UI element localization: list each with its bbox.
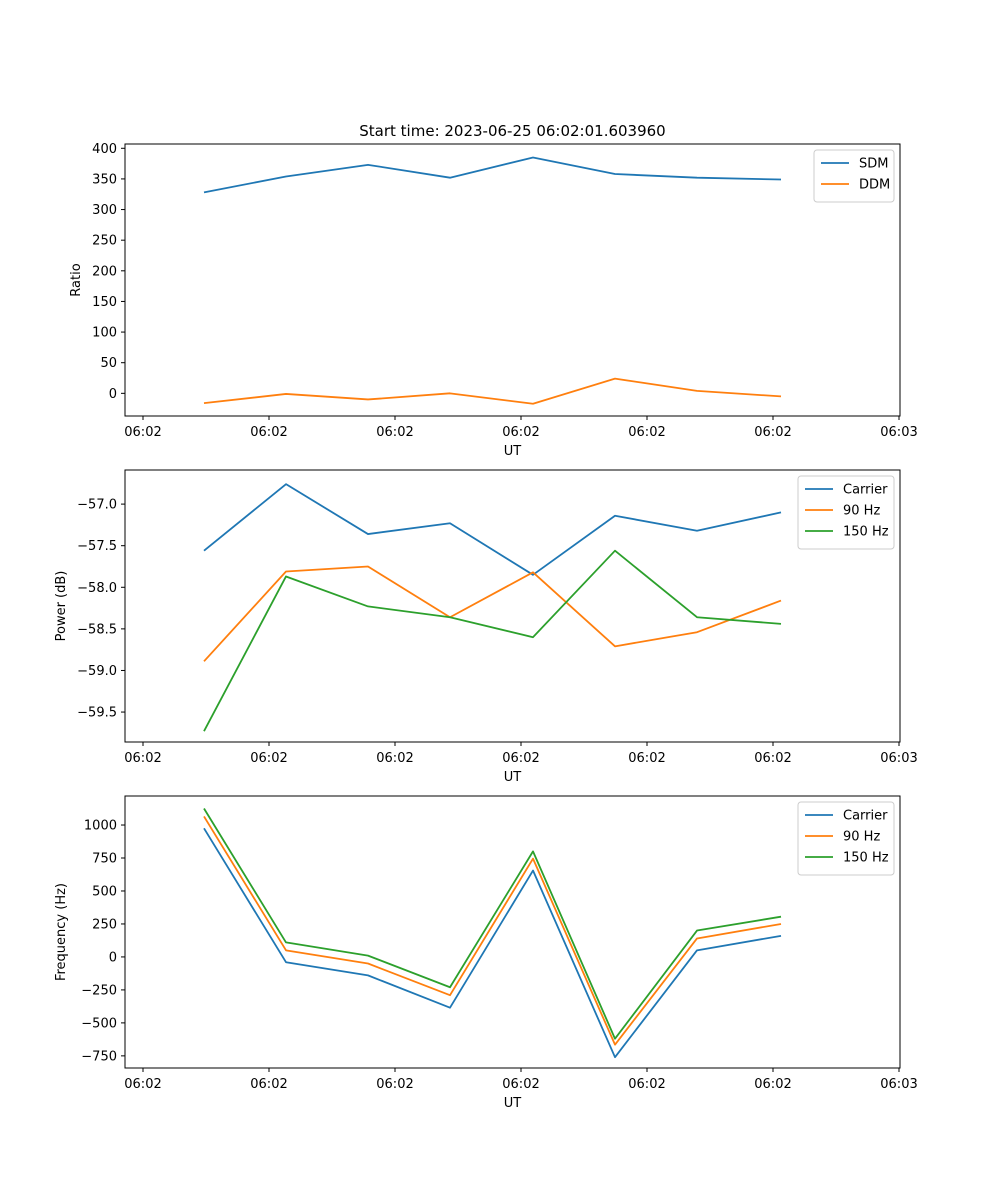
legend: Carrier 90 Hz 150 Hz <box>797 475 895 550</box>
legend-label: SDM <box>859 157 888 172</box>
y-tick-label: 350 <box>92 172 117 187</box>
y-tick-label: 250 <box>92 234 117 249</box>
series-line-90-hz <box>203 815 782 1046</box>
figure-title: Start time: 2023-06-25 06:02:01.603960 <box>359 122 665 140</box>
y-tick-label: −57.5 <box>77 539 117 554</box>
y-tick-label: −58.5 <box>77 622 117 637</box>
y-axis-label: Ratio <box>69 263 84 296</box>
panel-3: −750 −500 −250 0 250 500 750 1000 06:02 06:02 06:0… <box>54 795 918 1111</box>
x-tick-label: 06:02 <box>754 1077 791 1092</box>
series-line-ddm <box>203 377 782 405</box>
plot-frame <box>124 469 901 743</box>
y-tick-label: 100 <box>92 326 117 341</box>
y-tick-label: −59.5 <box>77 706 117 721</box>
x-axis-label: UT <box>504 770 522 785</box>
x-tick-label: 06:02 <box>250 1077 287 1092</box>
y-axis-label: Frequency (Hz) <box>54 883 69 981</box>
x-tick-label: 06:02 <box>754 425 791 440</box>
legend-label: 90 Hz <box>843 504 880 519</box>
y-tick-label: 1000 <box>84 819 117 834</box>
x-tick-label: 06:02 <box>124 425 161 440</box>
x-tick-label: 06:02 <box>124 1077 161 1092</box>
x-tick-label: 06:02 <box>376 751 413 766</box>
y-tick-label: 200 <box>92 264 117 279</box>
legend-label: 150 Hz <box>843 525 889 540</box>
y-tick-label: −750 <box>81 1049 117 1064</box>
y-tick-label: −57.0 <box>77 498 117 513</box>
x-tick-label: 06:02 <box>628 751 665 766</box>
panel-1: 0 50 100 150 200 250 300 350 400 06:02 06:02 06:02 0… <box>69 142 918 459</box>
y-tick-label: −59.0 <box>77 664 117 679</box>
plot-frame <box>124 143 901 417</box>
legend-label: 90 Hz <box>843 830 880 845</box>
y-tick-label: 300 <box>92 203 117 218</box>
y-tick-label: 750 <box>92 851 117 866</box>
y-tick-label: 500 <box>92 884 117 899</box>
y-tick-label: −58.0 <box>77 581 117 596</box>
series-line-sdm <box>203 156 782 194</box>
x-tick-label: 06:03 <box>880 425 917 440</box>
series-line-150-hz <box>203 549 782 732</box>
y-tick-label: 400 <box>92 142 117 157</box>
y-tick-label: 0 <box>109 950 117 965</box>
x-tick-label: 06:02 <box>754 751 791 766</box>
legend: SDM DDM <box>813 149 895 203</box>
panel-2: −59.5 −59.0 −58.5 −58.0 −57.5 −57.0 06:02 06:02… <box>54 469 918 785</box>
x-axis-label: UT <box>504 1096 522 1111</box>
x-tick-label: 06:02 <box>250 751 287 766</box>
legend-label: Carrier <box>843 483 888 498</box>
y-tick-label: −500 <box>81 1016 117 1031</box>
x-tick-label: 06:02 <box>124 751 161 766</box>
plot-frame <box>124 795 901 1069</box>
x-tick-label: 06:02 <box>502 425 539 440</box>
x-axis-label: UT <box>504 444 522 459</box>
legend-label: Carrier <box>843 809 888 824</box>
y-tick-label: −250 <box>81 983 117 998</box>
x-tick-label: 06:03 <box>880 751 917 766</box>
x-tick-label: 06:02 <box>502 751 539 766</box>
x-tick-label: 06:02 <box>502 1077 539 1092</box>
series-line-carrier <box>203 827 782 1059</box>
series-line-150-hz <box>203 808 782 1040</box>
series-line-carrier <box>203 483 782 576</box>
y-tick-label: 50 <box>100 356 117 371</box>
x-tick-label: 06:02 <box>376 425 413 440</box>
series-line-90-hz <box>203 565 782 662</box>
legend-label: DDM <box>859 178 890 193</box>
y-axis-label: Power (dB) <box>54 571 69 642</box>
x-tick-label: 06:02 <box>250 425 287 440</box>
legend-label: 150 Hz <box>843 851 889 866</box>
x-tick-label: 06:03 <box>880 1077 917 1092</box>
x-tick-label: 06:02 <box>376 1077 413 1092</box>
y-tick-label: 0 <box>109 387 117 402</box>
y-tick-label: 250 <box>92 917 117 932</box>
x-tick-label: 06:02 <box>628 1077 665 1092</box>
legend: Carrier 90 Hz 150 Hz <box>797 801 895 876</box>
y-tick-label: 150 <box>92 295 117 310</box>
x-tick-label: 06:02 <box>628 425 665 440</box>
